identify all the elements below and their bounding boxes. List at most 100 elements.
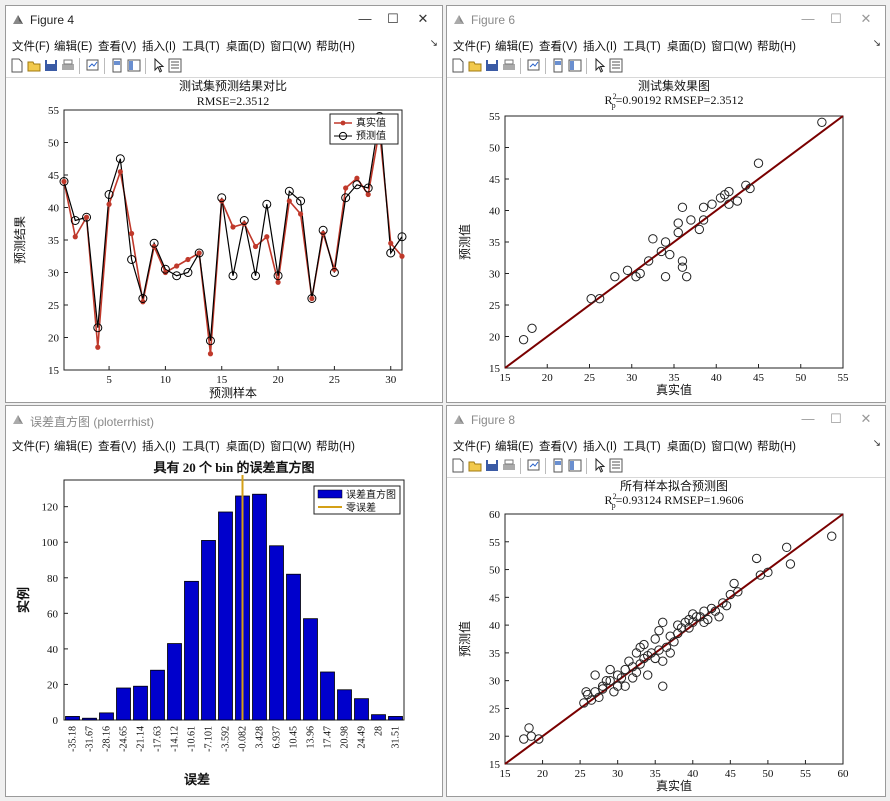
dock-arrow-icon[interactable]: ↘ [429,38,438,49]
edit-plot-arrow-icon[interactable] [592,458,606,473]
menu-view[interactable]: 查看(V) [539,41,578,53]
show-plot-tools-icon[interactable] [568,458,582,473]
show-plot-tools-icon[interactable] [568,58,582,73]
menu-file[interactable]: 文件(F) [12,41,50,53]
property-inspector-icon[interactable] [168,58,182,73]
menu-tools[interactable]: 工具(T) [182,441,220,453]
menu-view[interactable]: 查看(V) [98,41,137,53]
maximize-button[interactable]: ☐ [830,411,842,426]
menu-view[interactable]: 查看(V) [98,441,137,453]
data-point [703,614,713,625]
minimize-button[interactable]: — [801,11,815,26]
menu-file[interactable]: 文件(F) [12,441,50,453]
edit-plot-arrow-icon[interactable] [592,58,606,73]
x-tick-label: 5 [106,374,112,386]
show-plot-tools-icon[interactable] [127,58,141,73]
menu-tools[interactable]: 工具(T) [623,41,661,53]
close-button[interactable]: ✕ [417,11,429,26]
menu-file[interactable]: 文件(F) [453,41,491,53]
print-icon[interactable] [502,458,516,473]
data-point [605,675,615,686]
true-value-marker [140,299,146,305]
legend-marker-predicted [338,131,348,141]
figure4-titlebar[interactable]: Figure 4 — ☐ ✕ [6,6,442,34]
menu-insert[interactable]: 插入(I) [142,441,176,453]
menu-help[interactable]: 帮助(H) [316,441,355,453]
menu-edit[interactable]: 编辑(E) [495,41,534,53]
menu-insert[interactable]: 插入(I) [583,441,617,453]
open-file-icon[interactable] [468,58,482,73]
errhist-titlebar[interactable]: 误差直方图 (ploterrhist) [6,406,442,434]
menu-desktop[interactable]: 桌面(D) [226,441,265,453]
menu-edit[interactable]: 编辑(E) [495,441,534,453]
y-axis-label: 预测值 [457,224,472,260]
close-button[interactable]: ✕ [860,11,872,26]
minimize-button[interactable]: — [358,11,372,26]
close-button[interactable]: ✕ [860,411,872,426]
menu-window[interactable]: 窗口(W) [270,441,312,453]
data-point [605,664,615,675]
menu-edit[interactable]: 编辑(E) [54,41,93,53]
edit-plot-arrow-icon[interactable] [151,58,165,73]
print-icon[interactable] [61,58,75,73]
property-inspector-icon[interactable] [609,458,623,473]
print-icon[interactable] [502,58,516,73]
menu-tools[interactable]: 工具(T) [623,441,661,453]
data-point [622,265,633,276]
menu-view[interactable]: 查看(V) [539,441,578,453]
open-file-icon[interactable] [468,458,482,473]
data-point [620,681,630,691]
menu-insert[interactable]: 插入(I) [142,41,176,53]
property-inspector-icon[interactable] [609,58,623,73]
open-file-icon[interactable] [27,58,41,73]
link-plot-icon[interactable] [527,458,541,473]
save-icon[interactable] [485,458,499,473]
new-figure-icon[interactable] [451,458,465,473]
menu-desktop[interactable]: 桌面(D) [667,41,706,53]
data-point [581,687,591,697]
menu-insert[interactable]: 插入(I) [583,41,617,53]
data-point [643,256,654,266]
save-icon[interactable] [485,58,499,73]
true-value-marker [151,243,157,250]
menu-desktop[interactable]: 桌面(D) [226,41,265,53]
menu-help[interactable]: 帮助(H) [316,41,355,53]
matlab-figure-icon [454,15,464,24]
menu-desktop[interactable]: 桌面(D) [667,441,706,453]
menu-window[interactable]: 窗口(W) [270,41,312,53]
minimize-button[interactable]: — [801,411,815,426]
histogram-bar [201,540,216,721]
predicted-value-marker [183,268,193,277]
hide-plot-tools-icon[interactable] [551,458,565,473]
save-icon[interactable] [44,58,58,73]
menu-tools[interactable]: 工具(T) [182,41,220,53]
menu-window[interactable]: 窗口(W) [711,441,753,453]
menu-edit[interactable]: 编辑(E) [54,441,93,453]
true-value-marker [399,253,405,259]
figure6-titlebar[interactable]: Figure 6 — ☐ ✕ [447,6,885,34]
matlab-figure-icon [13,15,23,24]
y-axis-label: 预测结果 [13,216,27,264]
maximize-button[interactable]: ☐ [387,11,399,26]
data-point [673,227,683,238]
x-tick-label: 35 [650,768,662,780]
x-tick-label: 25 [329,374,341,386]
link-plot-icon[interactable] [527,58,541,73]
menu-help[interactable]: 帮助(H) [757,441,796,453]
menu-help[interactable]: 帮助(H) [757,41,796,53]
menu-window[interactable]: 窗口(W) [711,41,753,53]
dock-arrow-icon[interactable]: ↘ [872,438,881,449]
hide-plot-tools-icon[interactable] [551,58,565,73]
figure4-canvas: 测试集预测结果对比 RMSE=2.3512 15 20 25 30 35 40 45 50 55 5 1… [6,78,442,402]
new-figure-icon[interactable] [451,58,465,73]
hide-plot-tools-icon[interactable] [110,58,124,73]
figure8-titlebar[interactable]: Figure 8 — ☐ ✕ [447,406,885,434]
new-figure-icon[interactable] [10,58,24,73]
link-plot-icon[interactable] [86,58,100,73]
maximize-button[interactable]: ☐ [830,11,842,26]
figure-toolbar [6,55,442,78]
menu-file[interactable]: 文件(F) [453,441,491,453]
dock-arrow-icon[interactable]: ↘ [872,38,881,49]
plot-axes-box [63,479,405,721]
y-tick-label: 50 [489,143,501,155]
